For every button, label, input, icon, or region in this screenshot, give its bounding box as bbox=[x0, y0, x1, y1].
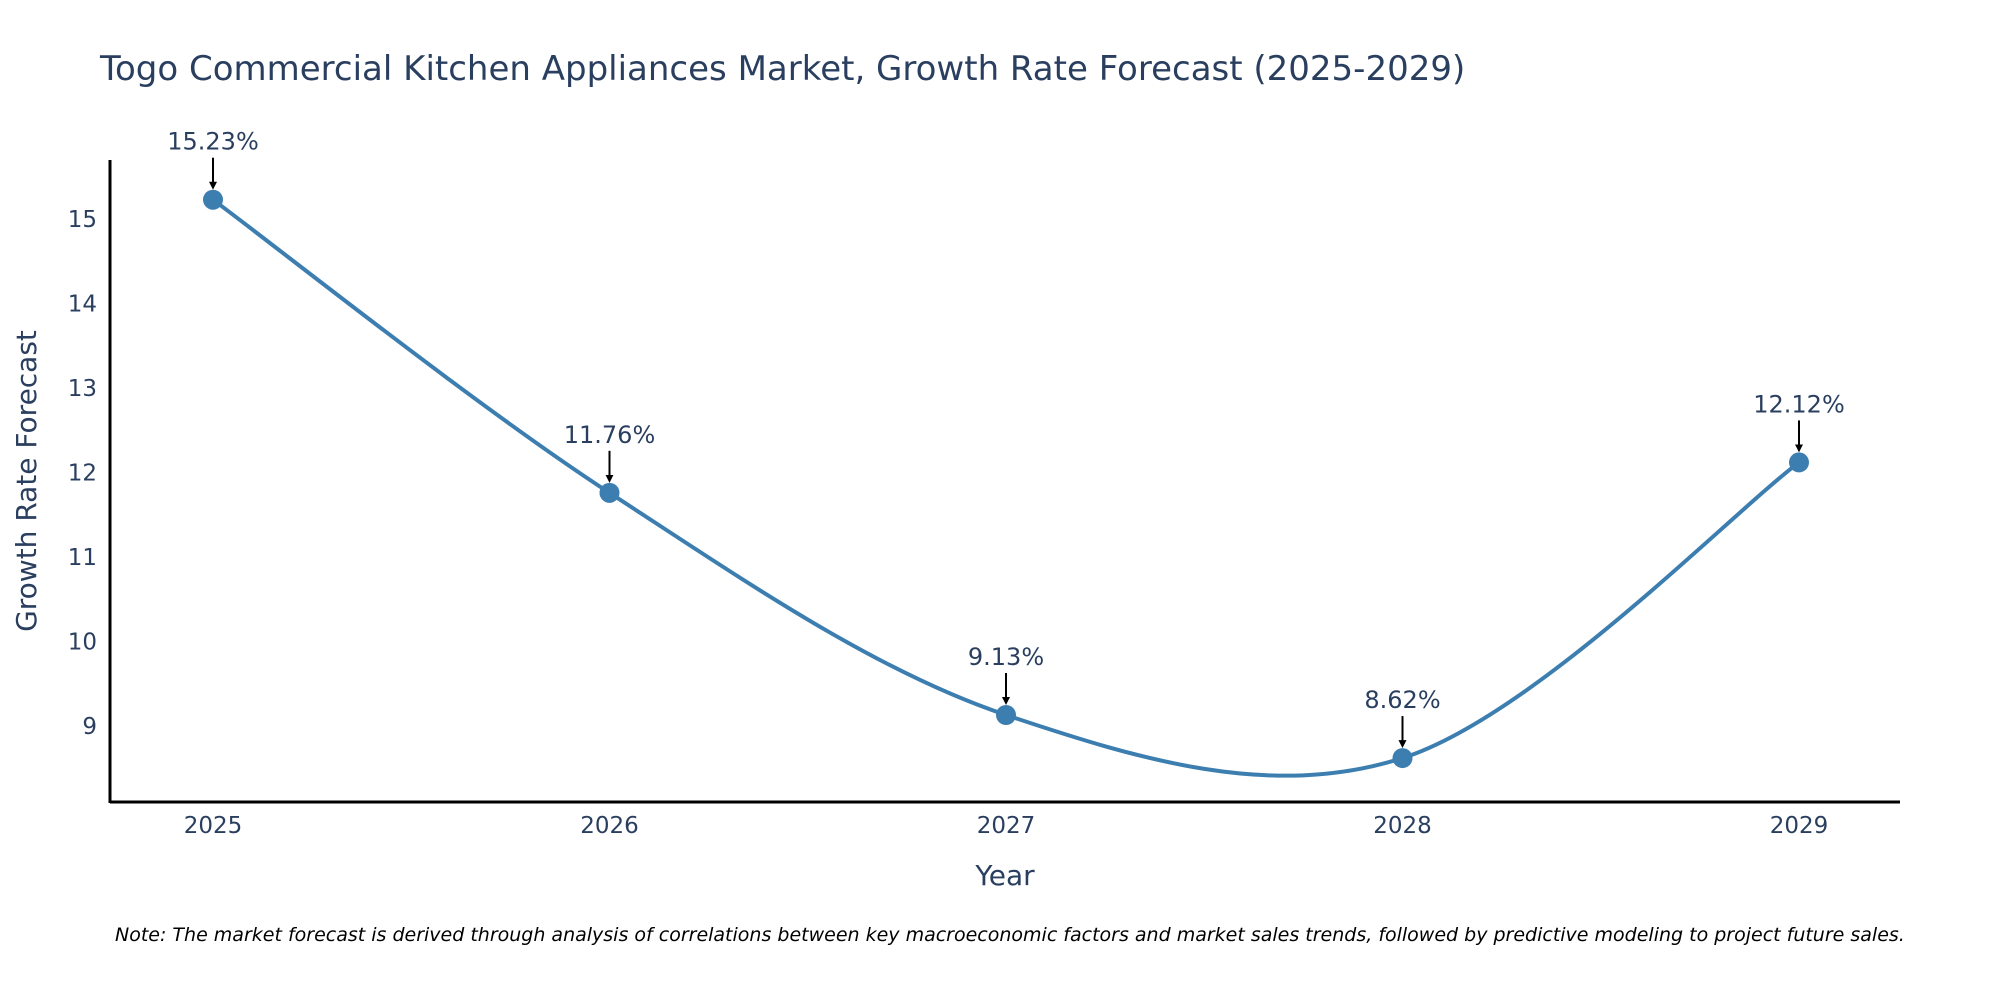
x-tick-label: 2027 bbox=[977, 813, 1036, 839]
x-tick-label: 2025 bbox=[184, 813, 243, 839]
x-axis-title: Year bbox=[974, 859, 1035, 892]
x-tick-label: 2028 bbox=[1373, 813, 1432, 839]
data-label: 11.76% bbox=[564, 421, 656, 449]
y-tick-label: 15 bbox=[68, 207, 97, 233]
data-label: 15.23% bbox=[167, 128, 259, 156]
x-tick-labels: 2025 2026 2027 2028 2029 bbox=[184, 813, 1829, 839]
y-tick-labels: 9 10 11 12 13 14 15 bbox=[68, 207, 97, 740]
y-tick-label: 14 bbox=[68, 292, 97, 318]
y-tick-label: 12 bbox=[68, 461, 97, 487]
data-markers bbox=[203, 189, 1809, 769]
y-tick-label: 13 bbox=[68, 376, 97, 402]
axes bbox=[108, 160, 1900, 804]
y-tick-label: 11 bbox=[68, 545, 97, 571]
chart-title: Togo Commercial Kitchen Appliances Marke… bbox=[99, 49, 1465, 89]
footnote: Note: The market forecast is derived thr… bbox=[115, 924, 1905, 946]
data-label: 12.12% bbox=[1753, 390, 1845, 418]
data-point-marker bbox=[1392, 748, 1413, 769]
data-point-marker bbox=[1789, 452, 1809, 473]
data-point-marker bbox=[996, 704, 1016, 725]
x-tick-label: 2029 bbox=[1770, 813, 1829, 839]
y-axis-title: Growth Rate Forecast bbox=[10, 330, 43, 632]
y-tick-label: 9 bbox=[82, 714, 97, 740]
x-tick-label: 2026 bbox=[580, 813, 639, 839]
data-label: 8.62% bbox=[1364, 686, 1440, 714]
data-point-marker bbox=[599, 482, 620, 503]
y-tick-label: 10 bbox=[68, 630, 97, 656]
data-label: 9.13% bbox=[968, 643, 1044, 671]
data-labels: 15.23% 11.76% 9.13% 8.62% 12.12% bbox=[167, 128, 1845, 749]
data-point-marker bbox=[203, 189, 223, 210]
